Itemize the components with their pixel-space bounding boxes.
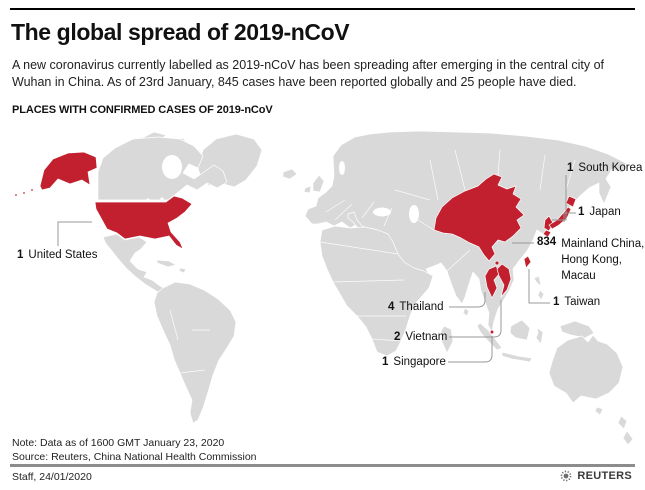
- case-count: 1: [382, 356, 389, 368]
- case-count: 1: [578, 206, 585, 218]
- reuters-wordmark: REUTERS: [577, 470, 632, 482]
- map-label-united-states: 1 United States: [17, 249, 97, 262]
- place-name: Mainland China, Hong Kong, Macau: [561, 238, 645, 282]
- leader-thailand: [449, 292, 486, 308]
- source-text: Source: Reuters, China National Health C…: [12, 451, 257, 463]
- country-vietnam-highlight: [496, 263, 512, 298]
- island-madagascar: [440, 325, 454, 354]
- map-label-vietnam: 2 Vietnam: [394, 331, 447, 344]
- island-iceland: [282, 168, 298, 180]
- intro-text: A new coronavirus currently labelled as …: [12, 58, 605, 89]
- country-philippines-south: [537, 289, 545, 301]
- country-united-states-highlight: [94, 195, 193, 250]
- island-new-guinea: [559, 320, 595, 339]
- leader-united-states: [57, 221, 92, 246]
- page-title: The global spread of 2019-nCoV: [11, 19, 350, 45]
- reuters-logo: REUTERS: [559, 469, 632, 483]
- place-name: Singapore: [393, 356, 446, 368]
- note-text: Note: Data as of 1600 GMT January 23, 20…: [12, 437, 225, 449]
- bottom-rule: [10, 464, 635, 467]
- aleutian-islands-highlight: [30, 188, 34, 192]
- water-features: [146, 155, 419, 223]
- continent-africa: [319, 225, 434, 357]
- leader-vietnam: [449, 300, 502, 338]
- place-name: Thailand: [399, 301, 444, 313]
- case-count: 4: [388, 301, 395, 313]
- island-sri-lanka: [462, 307, 470, 317]
- credit-text: Staff, 24/01/2020: [12, 471, 92, 483]
- place-name: Japan: [589, 206, 621, 218]
- country-china-highlight: [433, 173, 525, 262]
- leader-south-korea: [552, 175, 567, 221]
- aleutian-islands-highlight: [14, 193, 18, 197]
- leader-lines: [57, 175, 576, 363]
- place-name: United States: [28, 249, 98, 261]
- island-sulawesi: [535, 327, 544, 345]
- island-hainan-highlight: [494, 260, 500, 266]
- map-label-thailand: 4 Thailand: [388, 301, 444, 314]
- country-ireland: [303, 185, 312, 194]
- country-singapore-highlight: [489, 329, 495, 335]
- country-mexico-central-america: [102, 233, 176, 300]
- island-borneo: [509, 319, 531, 341]
- continent-south-america: [153, 281, 237, 424]
- country-new-zealand-south: [622, 430, 634, 446]
- leader-singapore: [448, 336, 493, 363]
- case-count: 1: [553, 296, 560, 308]
- map-label-south-korea: 1 South Korea: [567, 162, 642, 175]
- country-uk: [312, 174, 325, 193]
- case-count: 2: [394, 331, 401, 343]
- leader-taiwan: [528, 269, 550, 304]
- country-borders: [169, 149, 576, 374]
- country-new-zealand-north: [617, 415, 628, 430]
- leader-japan: [563, 212, 576, 222]
- world-map: [14, 130, 634, 446]
- island-hispaniola: [178, 267, 187, 274]
- aleutian-islands-highlight: [22, 191, 26, 195]
- island-java: [501, 351, 533, 363]
- case-count: 834: [537, 236, 557, 248]
- country-japan-hokkaido-highlight: [565, 195, 577, 208]
- island-cuba: [156, 259, 177, 268]
- country-taiwan-highlight: [523, 255, 532, 269]
- country-alaska-highlight: [39, 151, 98, 191]
- country-philippines: [533, 275, 542, 287]
- case-count: 1: [567, 162, 574, 174]
- map-label-japan: 1 Japan: [578, 206, 621, 219]
- top-rule: [10, 8, 635, 10]
- place-name: South Korea: [578, 162, 643, 174]
- island-tasmania: [594, 406, 604, 416]
- section-label: PLACES WITH CONFIRMED CASES OF 2019-nCoV: [12, 104, 273, 116]
- place-name: Vietnam: [405, 331, 448, 343]
- map-label-china: 834 Mainland China, Hong Kong, Macau: [537, 236, 644, 284]
- country-australia: [548, 334, 624, 404]
- place-name: Taiwan: [564, 296, 601, 308]
- case-count: 1: [17, 249, 24, 261]
- map-label-taiwan: 1 Taiwan: [553, 296, 600, 309]
- country-japan-kyushu-highlight: [542, 229, 552, 238]
- map-label-singapore: 1 Singapore: [382, 356, 446, 369]
- reuters-emblem-icon: [560, 470, 572, 482]
